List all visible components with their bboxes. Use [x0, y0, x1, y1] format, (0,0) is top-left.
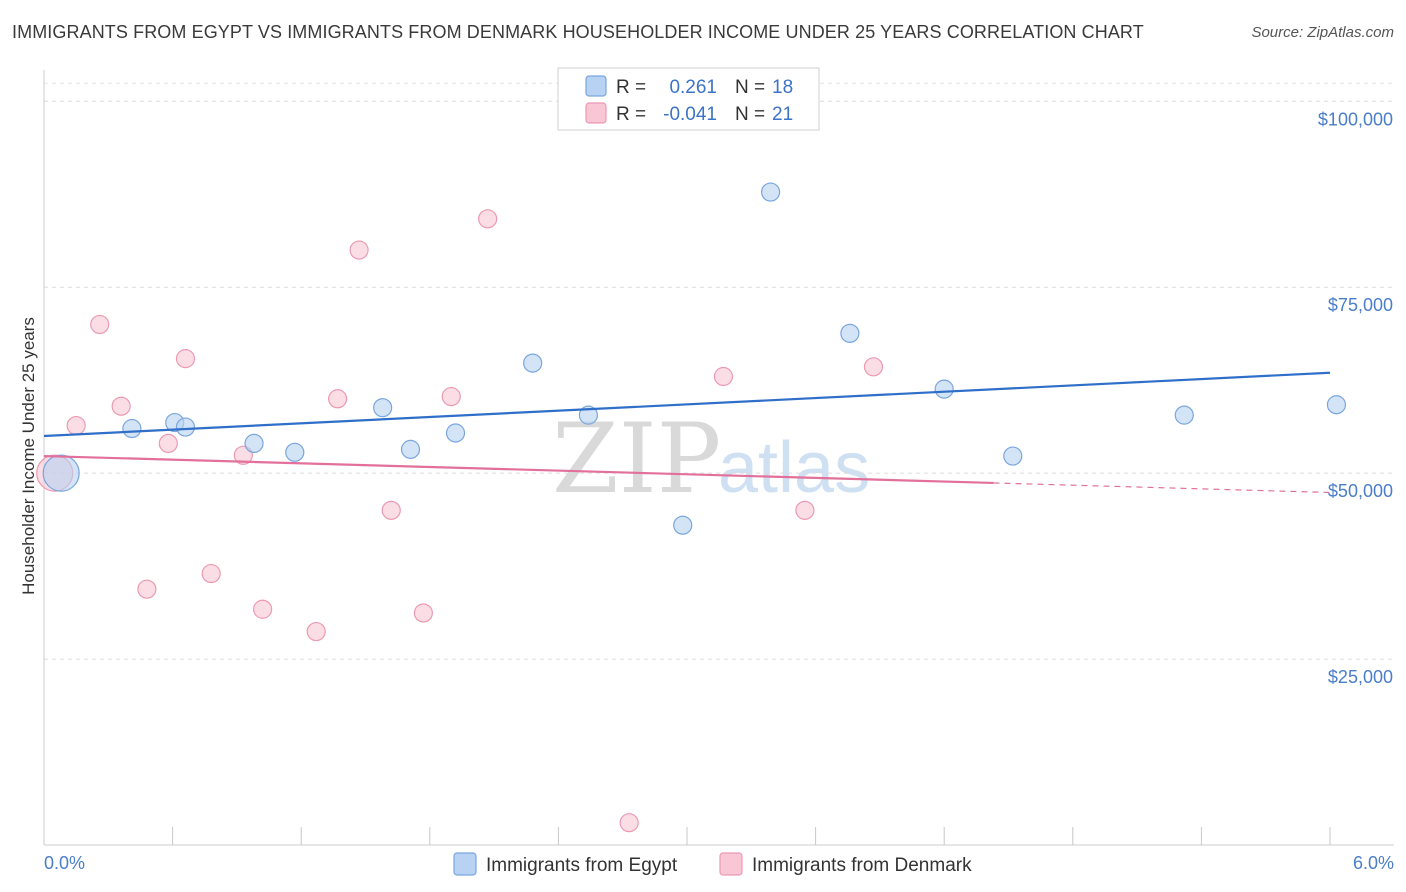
denmark-point	[306, 621, 326, 642]
denmark-point	[441, 386, 461, 407]
stats-legend: R = 0.261 N = 18 R = -0.041 N = 21	[557, 67, 820, 131]
egypt-point	[760, 182, 781, 202]
chart-title: IMMIGRANTS FROM EGYPT VS IMMIGRANTS FROM…	[12, 22, 1144, 42]
egypt-point	[244, 433, 264, 454]
denmark-point	[328, 389, 348, 409]
watermark-zip: ZIP	[552, 403, 721, 515]
denmark-trendline-extension	[993, 482, 1331, 494]
egypt-point	[1326, 395, 1347, 415]
egypt-point	[578, 405, 599, 425]
denmark-point	[381, 500, 401, 520]
egypt-series-label: Immigrants from Egypt	[486, 855, 678, 876]
denmark-points	[36, 209, 884, 833]
series-legend: Immigrants from Egypt Immigrants from De…	[453, 852, 972, 876]
denmark-point	[175, 349, 196, 369]
y-tick-label-50000: $50,000	[1328, 481, 1393, 501]
denmark-point	[137, 579, 157, 599]
denmark-point	[201, 563, 221, 584]
denmark-point	[413, 603, 433, 623]
denmark-n-label: N =	[735, 104, 765, 125]
egypt-point	[840, 323, 860, 343]
egypt-point	[445, 423, 466, 443]
denmark-point	[478, 209, 498, 229]
denmark-point	[253, 599, 273, 619]
egypt-n-value: 18	[772, 77, 793, 98]
denmark-point	[90, 314, 110, 335]
egypt-point	[285, 442, 305, 462]
source-credit: Source: ZipAtlas.com	[1251, 24, 1394, 41]
denmark-r-label: R =	[616, 104, 646, 125]
egypt-series-swatch	[453, 852, 477, 876]
watermark: ZIP atlas	[552, 403, 870, 515]
y-tick-label-75000: $75,000	[1328, 295, 1393, 315]
egypt-r-value: 0.261	[669, 77, 717, 98]
egypt-point	[523, 353, 543, 373]
trendlines	[43, 371, 1331, 494]
egypt-points	[42, 182, 1347, 535]
denmark-r-value: -0.041	[663, 104, 717, 125]
denmark-point	[233, 445, 253, 465]
egypt-point	[122, 418, 142, 439]
denmark-point	[619, 813, 639, 833]
denmark-point	[795, 500, 815, 520]
y-axis-label: Householder Income Under 25 years	[19, 317, 38, 595]
denmark-point	[349, 240, 369, 260]
egypt-r-label: R =	[616, 77, 646, 98]
y-tick-labels: $25,000 $50,000 $75,000 $100,000	[1318, 109, 1393, 687]
denmark-point	[66, 415, 86, 436]
egypt-point	[673, 515, 693, 535]
watermark-atlas: atlas	[718, 428, 870, 508]
egypt-point	[1003, 446, 1023, 466]
x-tick-label-max: 6.0%	[1353, 853, 1394, 873]
denmark-series-label: Immigrants from Denmark	[752, 855, 972, 876]
denmark-legend-swatch	[585, 102, 607, 124]
egypt-point	[400, 439, 421, 459]
egypt-point	[1174, 405, 1194, 425]
egypt-point	[175, 417, 196, 437]
denmark-n-value: 21	[772, 104, 793, 125]
egypt-point	[373, 398, 393, 418]
x-tick-label-min: 0.0%	[44, 853, 85, 873]
egypt-legend-swatch	[585, 75, 607, 97]
egypt-point	[42, 454, 80, 492]
egypt-n-label: N =	[735, 77, 765, 98]
axes	[43, 70, 1394, 846]
x-ticks	[172, 827, 1331, 845]
egypt-trendline	[43, 371, 1331, 438]
denmark-trendline	[43, 454, 994, 485]
egypt-point	[934, 379, 954, 399]
denmark-point	[713, 366, 734, 387]
y-tick-label-100000: $100,000	[1318, 109, 1393, 129]
denmark-series-swatch	[719, 852, 743, 876]
denmark-point	[158, 433, 178, 454]
denmark-point	[111, 396, 131, 416]
y-tick-label-25000: $25,000	[1328, 667, 1393, 687]
denmark-point	[863, 357, 884, 377]
